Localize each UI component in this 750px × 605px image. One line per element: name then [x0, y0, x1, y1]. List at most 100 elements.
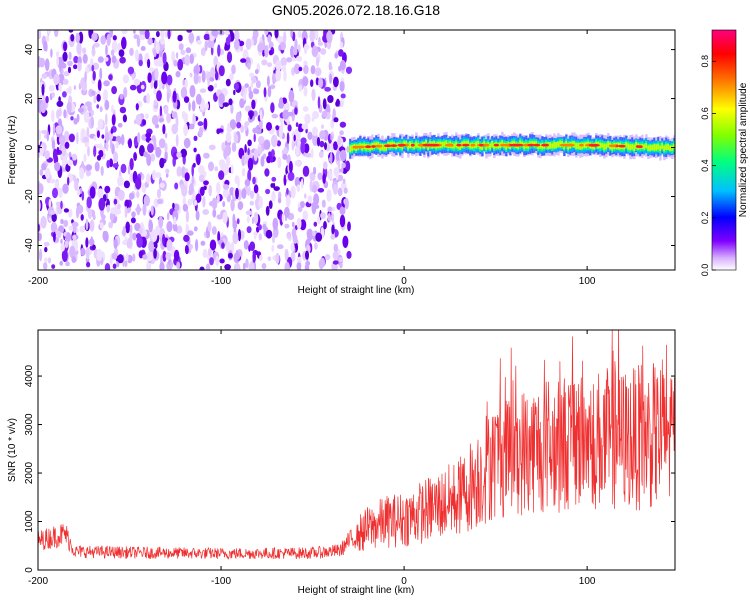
spectrogram-noise-cell: [260, 155, 265, 167]
spectrogram-noise-cell: [286, 132, 290, 145]
spectrogram-noise-cell: [49, 210, 56, 215]
spectrogram-signal-cell: [633, 144, 636, 151]
spectrogram-noise-cell: [147, 143, 154, 154]
spectrogram-noise-cell: [319, 140, 325, 148]
spectrogram-noise-cell: [253, 184, 259, 194]
spectrogram-noise-cell: [148, 67, 155, 72]
spectrogram-noise-cell: [338, 49, 344, 57]
spectrogram-signal-cell: [583, 142, 586, 149]
spectrogram-noise-cell: [175, 134, 179, 147]
spectrogram-noise-cell: [112, 163, 119, 168]
spectrogram-noise-cell: [332, 183, 338, 195]
spectrogram-noise-cell: [241, 155, 246, 167]
spectrogram-noise-cell: [108, 74, 113, 81]
spectrogram-noise-cell: [275, 252, 280, 265]
spectrogram-noise-cell: [75, 32, 80, 44]
spectrogram-signal-cell: [519, 140, 522, 148]
spectrogram-noise-cell: [53, 231, 56, 243]
spectrogram-noise-cell: [98, 143, 103, 151]
spectrogram-noise-cell: [58, 96, 61, 103]
spectrogram-noise-cell: [188, 32, 195, 44]
spectrogram-noise-cell: [309, 30, 315, 42]
spectrogram-signal-cell: [477, 141, 480, 147]
spectrogram-noise-cell: [318, 258, 324, 270]
spectrogram-noise-cell: [142, 119, 147, 126]
spectrogram-noise-cell: [305, 128, 308, 134]
spectrogram-signal-cell: [455, 141, 458, 148]
spectrogram-noise-cell: [241, 167, 246, 177]
spectrogram-noise-cell: [275, 60, 282, 71]
spectrogram-noise-cell: [269, 84, 276, 90]
spectrogram-noise-cell: [158, 117, 165, 123]
spectrogram-noise-cell: [53, 30, 59, 38]
spectrogram-noise-cell: [147, 37, 153, 46]
spectrogram-noise-cell: [341, 162, 346, 169]
spectrogram-signal-cell: [645, 143, 648, 149]
spectrogram-signal-cell: [425, 140, 428, 148]
spectrogram-noise-cell: [306, 228, 313, 241]
spectrogram-noise-cell: [246, 216, 250, 223]
spectrogram-noise-cell: [113, 151, 118, 163]
spectrogram-noise-cell: [198, 75, 201, 84]
spectrogram-noise-cell: [273, 186, 280, 192]
spectrogram-y-tick-label: -40: [24, 238, 35, 253]
spectrogram-peak-cell: [352, 145, 361, 149]
spectrogram-noise-cell: [237, 176, 240, 189]
spectrogram-noise-cell: [229, 187, 235, 196]
spectrogram-noise-cell: [339, 59, 346, 71]
spectrogram-noise-cell: [219, 258, 225, 264]
spectrogram-noise-cell: [181, 166, 186, 178]
spectrogram-noise-cell: [171, 111, 178, 119]
spectrogram-signal-cell: [599, 142, 602, 149]
spectrogram-noise-cell: [97, 118, 104, 129]
spectrogram-noise-cell: [62, 78, 69, 85]
spectrogram-noise-cell: [73, 118, 78, 125]
spectrogram-x-tick-label: -100: [211, 276, 231, 287]
spectrogram-noise-cell: [147, 72, 152, 83]
spectrogram-noise-cell: [200, 47, 206, 57]
spectrogram-noise-cell: [186, 30, 193, 33]
spectrogram-noise-cell: [150, 205, 154, 216]
spectrogram-signal-cell: [467, 140, 470, 148]
spectrogram-noise-cell: [333, 117, 339, 123]
spectrogram-noise-cell: [320, 48, 327, 55]
spectrogram-noise-cell: [283, 174, 287, 186]
spectrogram-peak-cell: [559, 143, 569, 147]
spectrogram-noise-cell: [236, 218, 240, 225]
spectrogram-signal-cell: [605, 143, 608, 150]
spectrogram-noise-cell: [209, 201, 215, 207]
spectrogram-noise-cell: [162, 233, 166, 246]
spectrogram-noise-cell: [229, 119, 237, 130]
spectrogram-noise-cell: [136, 190, 140, 198]
spectrogram-noise-cell: [312, 230, 316, 237]
spectrogram-noise-cell: [66, 101, 72, 114]
spectrogram-signal-cell: [665, 144, 668, 150]
spectrogram-signal-cell: [551, 143, 554, 149]
spectrogram-noise-cell: [329, 151, 333, 165]
spectrogram-noise-cell: [85, 247, 90, 260]
spectrogram-noise-cell: [265, 188, 271, 195]
spectrogram-noise-cell: [183, 137, 191, 149]
spectrogram-noise-cell: [324, 142, 327, 151]
spectrogram-peak-cell: [567, 143, 575, 147]
spectrogram-noise-cell: [267, 256, 272, 262]
snr-x-tick-label: -100: [211, 576, 231, 587]
spectrogram-noise-cell: [244, 105, 252, 112]
spectrogram-noise-cell: [302, 210, 309, 222]
spectrogram-signal-cell: [453, 143, 456, 149]
spectrogram-noise-cell: [146, 92, 151, 104]
spectrogram-y-tick-label: -20: [24, 189, 35, 204]
spectrogram-noise-cell: [76, 42, 82, 55]
spectrogram-noise-cell: [150, 153, 156, 162]
spectrogram-noise-cell: [279, 41, 286, 51]
spectrogram-noise-cell: [224, 45, 228, 51]
spectrogram-noise-cell: [172, 126, 177, 132]
spectrogram-noise-cell: [188, 243, 193, 250]
spectrogram-noise-cell: [284, 249, 289, 262]
spectrogram-noise-cell: [232, 213, 236, 227]
spectrogram-peak-cell: [608, 144, 617, 148]
spectrogram-noise-cell: [207, 221, 212, 232]
spectrogram-noise-cell: [233, 82, 239, 91]
spectrogram-noise-cell: [166, 113, 172, 124]
spectrogram-noise-cell: [133, 78, 141, 86]
